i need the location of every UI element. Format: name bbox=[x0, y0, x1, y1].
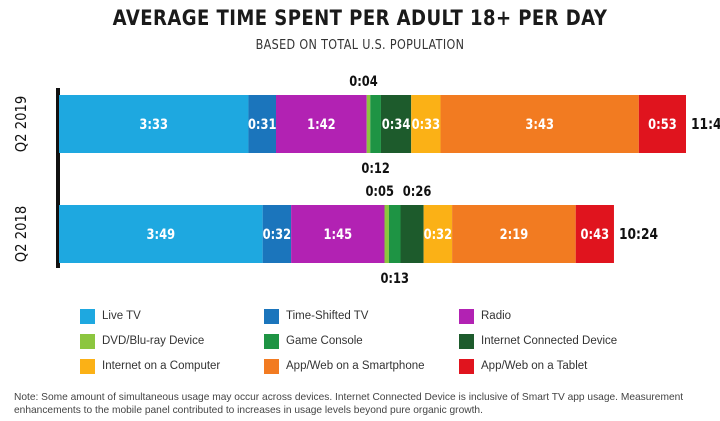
legend-label: Time-Shifted TV bbox=[286, 310, 369, 322]
bar-segment-internet-connected-device-q2-2019 bbox=[380, 95, 412, 153]
legend-item-radio: Radio bbox=[459, 308, 511, 324]
legend-label: App/Web on a Smartphone bbox=[286, 360, 425, 372]
bar-segment-app-web-on-a-tablet-q2-2019 bbox=[638, 95, 686, 153]
chart-title: AVERAGE TIME SPENT PER ADULT 18+ PER DAY bbox=[112, 6, 608, 30]
bar-segment-live-tv-q2-2018 bbox=[59, 205, 263, 263]
data-label-time-shifted-tv-q2-2019: 0:31 bbox=[248, 117, 277, 133]
category-label-q2-2018: Q2 2018 bbox=[13, 206, 30, 263]
data-label-internet-on-a-computer-q2-2018: 0:32 bbox=[424, 227, 453, 243]
legend-swatch bbox=[264, 333, 279, 349]
bar-segment-internet-connected-device-q2-2018 bbox=[400, 205, 424, 263]
footnote: Note: Some amount of simultaneous usage … bbox=[14, 392, 684, 416]
bar-segment-game-console-q2-2019 bbox=[370, 95, 381, 153]
total-label-q2-2019: 11:45 bbox=[691, 116, 720, 133]
data-label-app-web-on-a-tablet-q2-2018: 0:43 bbox=[581, 227, 610, 243]
legend-swatch bbox=[80, 333, 95, 349]
legend-label: Internet Connected Device bbox=[481, 335, 618, 347]
legend-item-internet-on-a-computer: Internet on a Computer bbox=[80, 358, 220, 374]
bar-segment-app-web-on-a-tablet-q2-2018 bbox=[575, 205, 614, 263]
legend-item-app-web-on-a-tablet: App/Web on a Tablet bbox=[459, 358, 587, 374]
legend-swatch bbox=[264, 308, 279, 324]
data-label-internet-on-a-computer-q2-2019: 0:33 bbox=[412, 117, 441, 133]
bar-segment-internet-on-a-computer-q2-2018 bbox=[423, 205, 453, 263]
legend-label: App/Web on a Tablet bbox=[481, 360, 588, 372]
stacked-bar-chart: Q2 2019 3:33 0:31 1:42 0:04 0:12 0:34 0:33 3:43 0… bbox=[13, 74, 720, 287]
data-label-dvd-blu-ray-device-q2-2019: 0:04 bbox=[349, 74, 378, 90]
legend-item-live-tv: Live TV bbox=[80, 308, 141, 324]
bar-segment-internet-on-a-computer-q2-2019 bbox=[411, 95, 441, 153]
legend-swatch bbox=[459, 333, 474, 349]
category-label-q2-2019: Q2 2019 bbox=[13, 96, 30, 153]
bar-segment-live-tv-q2-2019 bbox=[59, 95, 249, 153]
total-label-q2-2018: 10:24 bbox=[619, 226, 658, 243]
data-label-internet-connected-device-q2-2019: 0:34 bbox=[382, 117, 411, 133]
data-label-internet-connected-device-q2-2018: 0:26 bbox=[403, 184, 432, 200]
data-label-time-shifted-tv-q2-2018: 0:32 bbox=[263, 227, 292, 243]
legend-item-game-console: Game Console bbox=[264, 333, 363, 349]
legend-item-dvd-blu-ray-device: DVD/Blu-ray Device bbox=[80, 333, 204, 349]
legend-swatch bbox=[80, 308, 95, 324]
bar-segment-radio-q2-2018 bbox=[291, 205, 385, 263]
legend-label: DVD/Blu-ray Device bbox=[102, 335, 205, 347]
legend-label: Game Console bbox=[286, 335, 363, 347]
bar-segment-radio-q2-2019 bbox=[276, 95, 367, 153]
legend-swatch bbox=[459, 308, 474, 324]
legend-item-app-web-on-a-smartphone: App/Web on a Smartphone bbox=[264, 358, 425, 374]
data-label-radio-q2-2018: 1:45 bbox=[324, 227, 353, 243]
legend-swatch bbox=[264, 358, 279, 374]
legend-item-internet-connected-device: Internet Connected Device bbox=[459, 333, 617, 349]
data-label-radio-q2-2019: 1:42 bbox=[307, 117, 336, 133]
bar-segment-time-shifted-tv-q2-2019 bbox=[248, 95, 277, 153]
legend-label: Radio bbox=[481, 310, 512, 322]
bar-segment-app-web-on-a-smartphone-q2-2019 bbox=[440, 95, 639, 153]
data-label-app-web-on-a-smartphone-q2-2019: 3:43 bbox=[525, 117, 554, 133]
chart-subtitle: BASED ON TOTAL U.S. POPULATION bbox=[255, 38, 465, 53]
data-label-game-console-q2-2019: 0:12 bbox=[361, 161, 390, 177]
data-label-live-tv-q2-2018: 3:49 bbox=[147, 227, 176, 243]
legend-label: Live TV bbox=[102, 310, 141, 322]
bar-segment-game-console-q2-2018 bbox=[388, 205, 401, 263]
data-label-game-console-q2-2018: 0:13 bbox=[380, 271, 409, 287]
bar-segment-dvd-blu-ray-device-q2-2019 bbox=[366, 95, 371, 153]
data-label-dvd-blu-ray-device-q2-2018: 0:05 bbox=[365, 184, 394, 200]
legend-item-time-shifted-tv: Time-Shifted TV bbox=[264, 308, 368, 324]
data-label-app-web-on-a-smartphone-q2-2018: 2:19 bbox=[500, 227, 529, 243]
data-label-live-tv-q2-2019: 3:33 bbox=[139, 117, 168, 133]
legend-label: Internet on a Computer bbox=[102, 360, 221, 372]
legend-swatch bbox=[459, 358, 474, 374]
data-label-app-web-on-a-tablet-q2-2019: 0:53 bbox=[648, 117, 677, 133]
bar-segment-app-web-on-a-smartphone-q2-2018 bbox=[452, 205, 576, 263]
bar-segment-dvd-blu-ray-device-q2-2018 bbox=[384, 205, 389, 263]
bar-segment-time-shifted-tv-q2-2018 bbox=[262, 205, 292, 263]
legend-swatch bbox=[80, 358, 95, 374]
